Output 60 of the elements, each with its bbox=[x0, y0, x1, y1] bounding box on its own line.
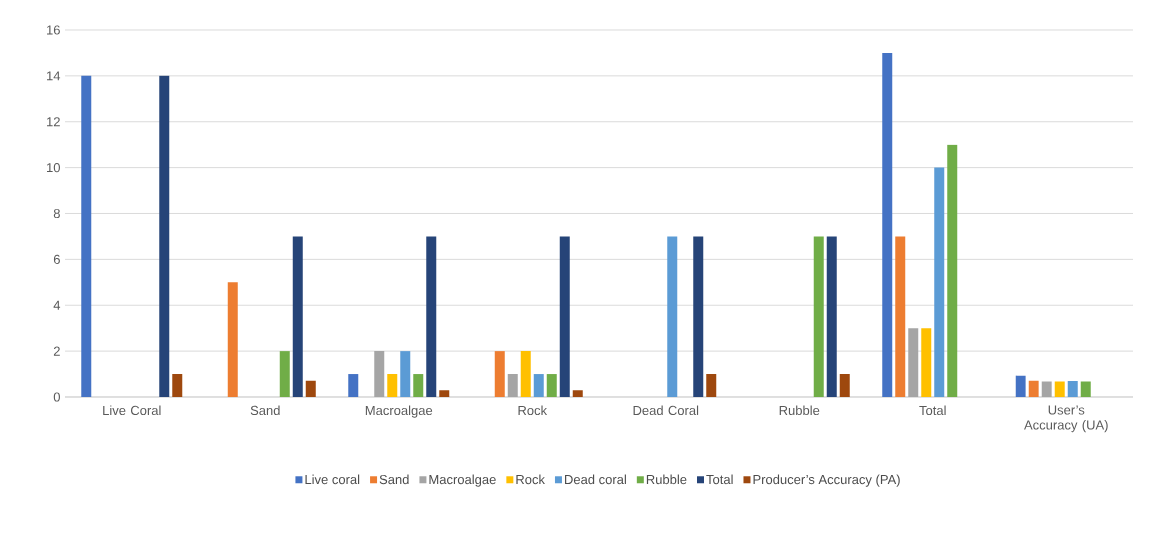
x-tick-label: User’s Accuracy (UA) bbox=[1024, 405, 1108, 433]
legend-label: Total bbox=[706, 474, 733, 485]
bar bbox=[813, 236, 824, 397]
x-tick-label: Rubble bbox=[779, 405, 820, 416]
y-tick-label: 16 bbox=[47, 25, 60, 35]
bar bbox=[895, 236, 906, 397]
bar bbox=[533, 374, 544, 397]
bar bbox=[81, 75, 92, 397]
bar bbox=[348, 374, 359, 397]
y-tick-label: 4 bbox=[53, 300, 61, 310]
y-tick-label: 2 bbox=[53, 346, 60, 356]
y-tick-label: 12 bbox=[47, 117, 60, 127]
bar bbox=[882, 52, 893, 397]
bar bbox=[839, 374, 850, 397]
bar bbox=[413, 374, 424, 397]
bar bbox=[826, 236, 837, 397]
bar bbox=[159, 75, 170, 397]
bar bbox=[559, 236, 570, 397]
bar bbox=[305, 380, 316, 397]
bar bbox=[387, 374, 398, 397]
bar bbox=[439, 390, 450, 397]
bar bbox=[172, 374, 183, 397]
x-tick-label: Sand bbox=[250, 405, 280, 416]
x-tick-label: Total bbox=[919, 405, 946, 416]
bar bbox=[292, 236, 303, 397]
bar bbox=[546, 374, 557, 397]
y-tick-label: 10 bbox=[47, 163, 60, 173]
y-tick-label: 6 bbox=[53, 254, 60, 264]
legend-label: Rubble bbox=[646, 474, 687, 485]
bar bbox=[494, 351, 505, 397]
legend-label: Macroalgae bbox=[429, 474, 496, 487]
bar bbox=[934, 167, 945, 397]
bar bbox=[1067, 380, 1078, 397]
bar bbox=[667, 236, 678, 397]
legend-label: Producer’s Accuracy (PA) bbox=[753, 474, 900, 487]
x-tick-label: Live Coral bbox=[103, 405, 161, 416]
legend-label: Dead coral bbox=[565, 474, 626, 485]
bar bbox=[227, 282, 238, 397]
y-tick-label: 14 bbox=[47, 71, 61, 81]
legend-label: Sand bbox=[379, 474, 409, 485]
bar bbox=[706, 374, 717, 397]
legend-label: Live coral bbox=[305, 474, 360, 485]
bar bbox=[400, 351, 411, 397]
y-tick-label: 0 bbox=[53, 392, 60, 402]
bar bbox=[908, 328, 919, 397]
bar bbox=[279, 351, 290, 397]
x-tick-label: Macroalgae bbox=[365, 405, 433, 418]
x-tick-label: Dead Coral bbox=[633, 405, 699, 416]
bar bbox=[921, 328, 932, 397]
bar bbox=[1080, 381, 1091, 397]
bar bbox=[572, 390, 583, 397]
bar bbox=[520, 351, 531, 397]
bar bbox=[374, 351, 385, 397]
bar bbox=[426, 236, 437, 397]
x-tick-label: Rock bbox=[518, 405, 548, 416]
bar bbox=[507, 374, 518, 397]
bar bbox=[693, 236, 704, 397]
legend-label: Rock bbox=[516, 474, 545, 485]
bar bbox=[947, 144, 958, 397]
y-tick-label: 8 bbox=[53, 208, 60, 219]
